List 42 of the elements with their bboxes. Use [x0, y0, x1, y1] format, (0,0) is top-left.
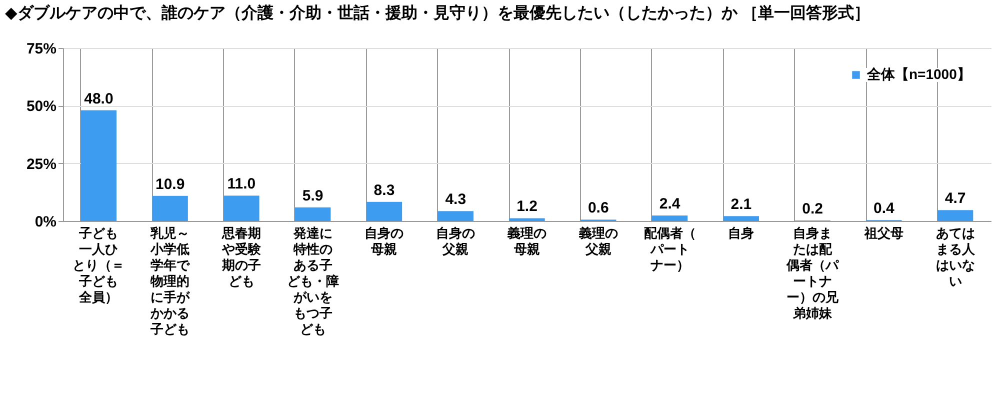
bar: [295, 207, 331, 221]
data-label: 0.2: [802, 200, 823, 218]
x-tick-label: 自身: [728, 226, 754, 240]
x-tick-label: 子ども一人ひとり（＝子ども全員）: [72, 226, 125, 304]
data-label: 8.3: [374, 182, 395, 199]
bar: [937, 210, 974, 221]
data-label: 1.2: [516, 198, 538, 216]
data-label: 0.6: [588, 200, 609, 217]
y-tick-label: 25%: [26, 156, 56, 173]
x-tick-label: 自身の父親: [436, 226, 476, 256]
data-label: 4.3: [445, 191, 466, 208]
data-label: 0.4: [873, 200, 896, 218]
bar: [509, 218, 545, 221]
data-label: 5.9: [302, 187, 324, 204]
bar: [438, 211, 474, 221]
bar: [152, 196, 188, 221]
x-tick-label: 祖父母: [863, 226, 904, 240]
data-label: 10.9: [155, 176, 185, 193]
x-tick-label: 思春期や受験期の子ども: [220, 226, 262, 288]
bar: [224, 196, 260, 221]
x-tick-label: 義理の母親: [506, 226, 546, 256]
data-label: 48.0: [84, 90, 114, 108]
y-tick-label: 50%: [26, 98, 56, 116]
data-label: 4.7: [944, 190, 966, 208]
bar: [80, 110, 117, 221]
y-tick-label: 75%: [26, 40, 56, 58]
chart-title: ◆ダブルケアの中で、誰のケア（介護・介助・世話・援助・見守り）を最優先したい（したかった）か ［単一回答形式］: [5, 4, 870, 22]
bar: [723, 216, 759, 221]
x-tick-label: 配偶者（パートナー）: [644, 226, 696, 272]
x-tick-label: 発達に特性のある子ども・障がいをもつ子ども: [286, 226, 339, 336]
data-label: 2.4: [659, 195, 681, 212]
x-tick-label: 義理の父親: [578, 226, 618, 256]
data-label: 11.0: [227, 176, 256, 193]
x-tick-label: 自身または配偶者（パートナー）の兄弟姉妹: [786, 226, 840, 320]
bar: [366, 202, 402, 221]
y-tick-label: 0%: [34, 214, 56, 230]
data-label: 2.1: [730, 196, 752, 214]
x-tick-label: 自身の母親: [364, 226, 404, 256]
x-tick-label: あてはまる人はいない: [936, 226, 976, 288]
legend-label: 全体【n=1000】: [866, 66, 971, 82]
x-tick-label: 乳児～小学低学年で物理的に手がかかる子ども: [150, 226, 191, 336]
bar: [652, 215, 688, 221]
